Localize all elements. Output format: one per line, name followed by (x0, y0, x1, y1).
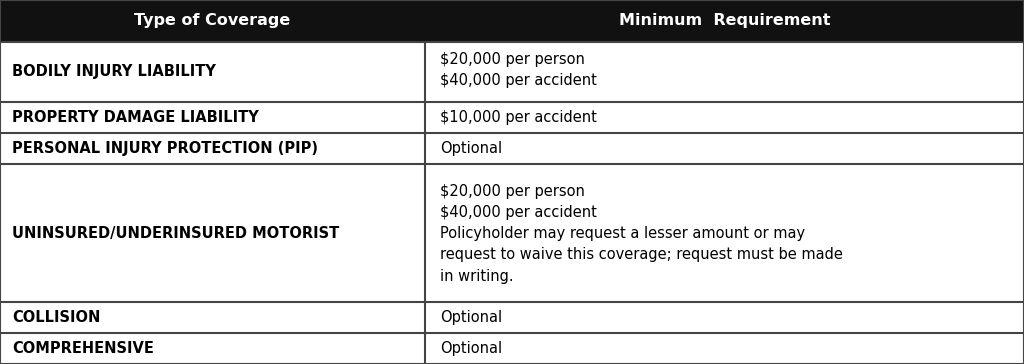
Text: UNINSURED/UNDERINSURED MOTORIST: UNINSURED/UNDERINSURED MOTORIST (12, 226, 340, 241)
Text: Policyholder may request a lesser amount or may: Policyholder may request a lesser amount… (440, 226, 806, 241)
Text: $40,000 per accident: $40,000 per accident (440, 205, 597, 220)
Text: COMPREHENSIVE: COMPREHENSIVE (12, 341, 155, 356)
Bar (0, 333, 1024, 364)
Bar (0, 102, 1024, 133)
Text: in writing.: in writing. (440, 269, 514, 284)
Text: Type of Coverage: Type of Coverage (134, 13, 291, 28)
Text: request to waive this coverage; request must be made: request to waive this coverage; request … (440, 248, 843, 262)
Text: BODILY INJURY LIABILITY: BODILY INJURY LIABILITY (12, 64, 216, 79)
Bar (0, 165, 1024, 302)
Text: COLLISION: COLLISION (12, 310, 100, 325)
Bar (0, 302, 1024, 333)
Bar (0, 133, 1024, 165)
Bar (0, 0, 1024, 42)
Text: Minimum  Requirement: Minimum Requirement (618, 13, 830, 28)
Text: Optional: Optional (440, 310, 503, 325)
Text: $40,000 per accident: $40,000 per accident (440, 73, 597, 88)
Text: $10,000 per accident: $10,000 per accident (440, 110, 597, 125)
Text: Optional: Optional (440, 341, 503, 356)
Text: PROPERTY DAMAGE LIABILITY: PROPERTY DAMAGE LIABILITY (12, 110, 259, 125)
Text: Optional: Optional (440, 141, 503, 157)
Bar (0, 42, 1024, 102)
Text: $20,000 per person: $20,000 per person (440, 184, 585, 199)
Text: PERSONAL INJURY PROTECTION (PIP): PERSONAL INJURY PROTECTION (PIP) (12, 141, 318, 157)
Text: $20,000 per person: $20,000 per person (440, 52, 585, 67)
